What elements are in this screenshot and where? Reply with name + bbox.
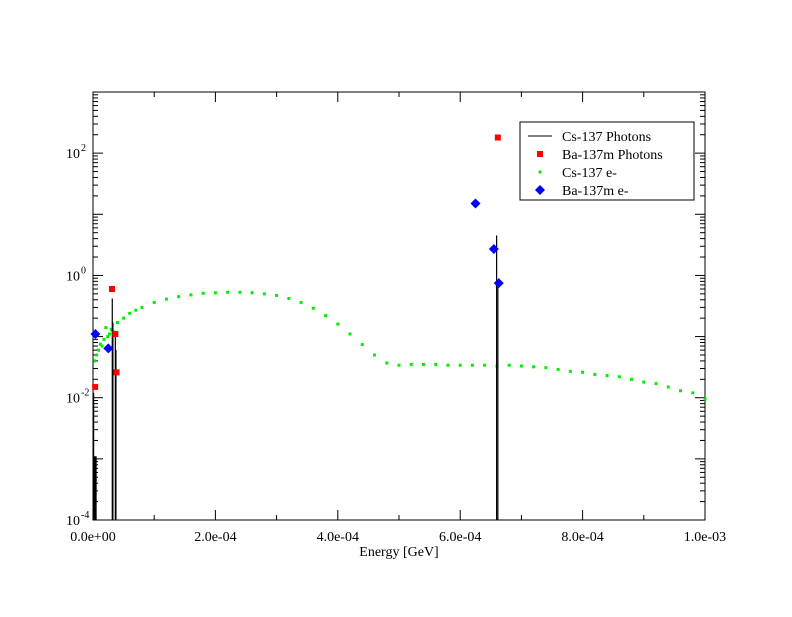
cs-electron-point: [102, 337, 106, 341]
cs-electron-point: [421, 362, 425, 366]
cs-electron-point: [128, 311, 132, 315]
ba-electron-point: [470, 198, 481, 209]
ba-photon-point: [108, 285, 115, 292]
ba-electron-point: [103, 343, 114, 354]
legend-marker-swatch: [538, 170, 542, 174]
cs-electron-point: [100, 344, 104, 348]
ba-photon-point: [113, 369, 120, 376]
cs-electron-point: [679, 389, 683, 393]
legend-label: Ba-137m e-: [562, 184, 629, 199]
cs-electron-point: [470, 363, 474, 367]
cs-electron-point: [238, 290, 242, 294]
cs-electron-point: [666, 385, 670, 389]
cs-electron-point: [605, 374, 609, 378]
cs-electron-point: [108, 332, 112, 336]
x-tick-label: 1.0e-03: [684, 530, 726, 545]
cs-electron-point: [324, 314, 328, 318]
x-tick-label: 0.0e+00: [70, 530, 116, 545]
cs-electron-point: [109, 328, 113, 332]
y-tick-label: 10: [66, 392, 80, 407]
cs-electron-point: [544, 366, 548, 370]
legend-marker-swatch: [535, 185, 545, 195]
x-tick-label: 8.0e-04: [561, 530, 603, 545]
cs-electron-point: [630, 377, 634, 381]
cs-electron-point: [507, 363, 511, 367]
cs-electron-point: [556, 367, 560, 371]
cs-electron-point: [348, 332, 352, 336]
y-tick-exponent: 0: [81, 265, 86, 276]
cs-electron-point: [385, 361, 389, 365]
cs-electron-point: [519, 364, 523, 368]
legend-label: Cs-137 Photons: [562, 130, 651, 145]
cs-electron-point: [593, 372, 597, 376]
legend-marker-swatch: [537, 151, 543, 157]
y-tick-exponent: 2: [81, 143, 86, 154]
cs-electron-point: [299, 301, 303, 305]
cs-electron-point: [189, 293, 193, 297]
cs-electron-point: [226, 290, 230, 294]
y-tick-exponent: -4: [81, 510, 89, 521]
ba-photon-point: [112, 331, 119, 338]
cs-electron-point: [654, 382, 658, 386]
cs-electron-point: [97, 348, 101, 352]
y-tick-label: 10: [66, 269, 80, 284]
ba-photon-point: [92, 383, 99, 390]
cs-electron-point: [262, 292, 266, 296]
cs-electron-point: [95, 353, 99, 357]
y-tick-label: 10: [66, 514, 80, 529]
legend-label: Cs-137 e-: [562, 166, 617, 181]
ba-electron-point: [90, 329, 101, 340]
cs-electron-point: [98, 342, 102, 346]
cs-electron-point: [152, 301, 156, 305]
legend: Cs-137 Photons Ba-137m Photons Cs-137 e- Ba…: [519, 121, 695, 201]
cs-electron-point: [458, 363, 462, 367]
cs-electron-point: [581, 370, 585, 374]
cs-electron-point: [104, 326, 108, 330]
cs-electron-point: [373, 353, 377, 357]
cs-electron-point: [140, 305, 144, 309]
x-tick-label: 6.0e-04: [439, 530, 481, 545]
cs-electron-point: [642, 380, 646, 384]
cs-electron-point: [434, 362, 438, 366]
cs-electron-point: [122, 316, 126, 320]
cs-electron-point: [532, 365, 536, 369]
cs-electron-point: [703, 397, 707, 401]
x-tick-label: 2.0e-04: [194, 530, 236, 545]
cs-electron-point: [201, 291, 205, 295]
ba-electron-point: [493, 278, 504, 289]
x-tick-label: 4.0e-04: [317, 530, 359, 545]
legend-box: [519, 121, 695, 201]
cs-electron-point: [397, 363, 401, 367]
cs-electron-point: [409, 362, 413, 366]
cs-electron-point: [336, 322, 340, 326]
cs-electron-point: [311, 306, 315, 310]
ba-photon-point: [494, 134, 501, 141]
cs-electron-point: [275, 293, 279, 297]
ba-electron-point: [488, 244, 499, 255]
cs-electron-point: [106, 335, 110, 339]
legend-label: Ba-137m Photons: [562, 148, 663, 163]
cs-electron-point: [93, 359, 97, 363]
cs-electron-point: [568, 369, 572, 373]
y-tick-exponent: -2: [81, 388, 89, 399]
cs-electron-point: [213, 291, 217, 295]
cs-electron-point: [446, 363, 450, 367]
cs-electron-point: [134, 308, 138, 312]
cs-electron-point: [360, 343, 364, 347]
cs-electron-point: [250, 291, 254, 295]
cs-electron-point: [287, 296, 291, 300]
x-axis-title: Energy [GeV]: [359, 545, 438, 560]
cs-electron-point: [164, 297, 168, 301]
cs-electron-point: [617, 375, 621, 379]
cs-electron-point: [115, 320, 119, 324]
y-tick-label: 10: [66, 147, 80, 162]
cs-electron-point: [483, 363, 487, 367]
cs-electron-point: [177, 295, 181, 299]
cs-electron-point: [691, 391, 695, 395]
